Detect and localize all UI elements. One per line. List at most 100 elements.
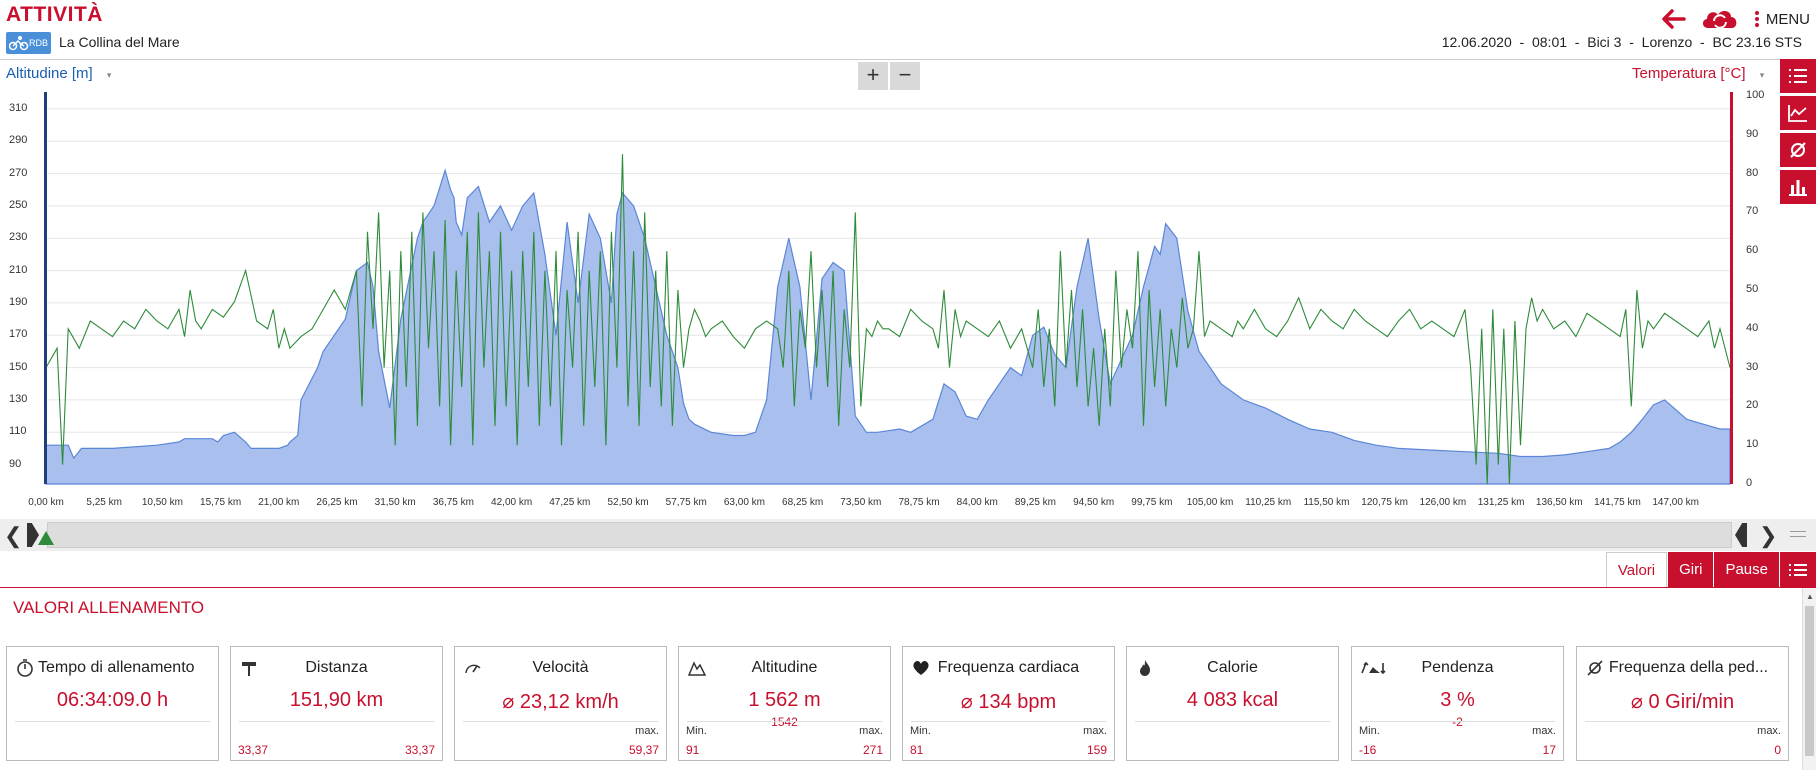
y-left-tick-label: 250: [9, 198, 28, 211]
header-actions: MENU: [1660, 6, 1816, 32]
card-title: Calorie: [1207, 659, 1258, 676]
list-view-button[interactable]: [1780, 59, 1816, 93]
line-chart-button[interactable]: [1780, 96, 1816, 130]
x-tick-label: 94,50 km: [1073, 497, 1115, 508]
card-value: 3 %: [1440, 689, 1475, 711]
card-value: ⌀ 0 Giri/min: [1630, 691, 1735, 713]
card-value: 4 083 kcal: [1186, 689, 1279, 711]
x-tick-label: 15,75 km: [200, 497, 242, 508]
scrollbar-thumb[interactable]: [1805, 606, 1814, 756]
card-title: Velocità: [532, 659, 589, 676]
card-divider: [1135, 721, 1330, 722]
menu-button[interactable]: MENU: [1754, 10, 1816, 28]
chevron-left-icon[interactable]: ❮: [4, 523, 23, 548]
left-axis-bar: [44, 92, 47, 484]
x-tick-label: 105,00 km: [1186, 497, 1234, 508]
tab-giri[interactable]: Giri: [1667, 552, 1714, 588]
x-tick-label: 52,50 km: [607, 497, 649, 508]
logo-text: RDB: [28, 38, 48, 48]
scrubber-range[interactable]: [47, 522, 1732, 548]
right-axis-selector[interactable]: Temperatura [°C] ▾: [1632, 65, 1764, 82]
card-min-value: 91: [686, 743, 700, 757]
card-max-label: max.: [1532, 725, 1556, 737]
card-value: 151,90 km: [289, 689, 384, 711]
card-title: Frequenza della ped...: [1608, 659, 1769, 676]
stat-card[interactable]: Altitudine 1 562 m 1542 Min. max. 91 271: [678, 646, 891, 761]
zoom-out-button[interactable]: −: [890, 62, 920, 90]
card-value: ⌀ 134 bpm: [960, 691, 1057, 713]
stat-card[interactable]: Frequenza cardiaca ⌀ 134 bpm Min. max. 81 159: [902, 646, 1115, 761]
chevron-right-icon[interactable]: ❯: [1759, 523, 1778, 548]
bar-chart-button[interactable]: [1780, 170, 1816, 204]
zoom-in-button[interactable]: +: [858, 62, 888, 90]
stat-card[interactable]: Tempo di allenamento 06:34:09.0 h: [6, 646, 219, 761]
bar-chart-icon: [1789, 180, 1807, 196]
x-tick-label: 110,25 km: [1245, 497, 1292, 508]
altitude-temperature-chart[interactable]: [0, 90, 1780, 515]
x-tick-label: 57,75 km: [665, 497, 707, 508]
list-icon: [1789, 69, 1807, 83]
line-chart-icon: [1788, 105, 1807, 122]
back-arrow-icon[interactable]: [1660, 8, 1686, 30]
card-divider: [911, 721, 1106, 722]
x-tick-label: 36,75 km: [432, 497, 474, 508]
page-title: ATTIVITÀ: [6, 3, 103, 26]
card-divider: [687, 721, 882, 722]
heart-icon: [912, 659, 932, 679]
card-value: 06:34:09.0 h: [56, 689, 169, 711]
x-tick-label: 31,50 km: [374, 497, 416, 508]
x-tick-label: 89,25 km: [1014, 497, 1057, 508]
route-name: La Collina del Mare: [59, 34, 180, 50]
x-tick-label: 147,00 km: [1652, 497, 1700, 508]
flame-icon: [1136, 659, 1156, 679]
tab-pause[interactable]: Pause: [1713, 552, 1779, 588]
y-right-tick-label: 70: [1746, 205, 1759, 218]
card-divider: [239, 721, 434, 722]
x-tick-label: 47,25 km: [549, 497, 591, 508]
y-right-tick-label: 20: [1746, 399, 1759, 412]
x-tick-label: 141,75 km: [1594, 497, 1641, 508]
y-left-tick-label: 110: [9, 425, 27, 438]
stat-card[interactable]: Pendenza 3 % -2 Min. max. -16 17: [1351, 646, 1564, 761]
card-value: 1 562 m: [748, 689, 821, 711]
stopwatch-icon: [16, 659, 36, 679]
right-axis-label: Temperatura [°C]: [1632, 65, 1746, 82]
kebab-menu-icon: [1754, 11, 1759, 27]
position-marker[interactable]: [38, 531, 54, 545]
tab-list-button[interactable]: [1779, 552, 1816, 588]
range-scrubber[interactable]: ❮ ❯: [0, 519, 1816, 553]
card-max-value: 17: [1542, 743, 1556, 757]
mountain-icon: [687, 659, 708, 679]
y-right-tick-label: 10: [1746, 438, 1759, 451]
x-tick-label: 0,00 km: [28, 497, 64, 508]
y-right-tick-label: 90: [1746, 127, 1759, 140]
stat-card[interactable]: Frequenza della ped... ⌀ 0 Giri/min max. 0: [1576, 646, 1789, 761]
x-tick-label: 63,00 km: [723, 497, 765, 508]
card-title: Distanza: [305, 659, 368, 676]
stat-card[interactable]: Velocità ⌀ 23,12 km/h max. 59,37: [454, 646, 667, 761]
section-title: VALORI ALLENAMENTO: [13, 598, 205, 617]
average-button[interactable]: [1780, 133, 1816, 167]
drag-handle-icon[interactable]: [1790, 531, 1806, 537]
stat-card[interactable]: Distanza 151,90 km 33,37 33,37: [230, 646, 443, 761]
vertical-scrollbar[interactable]: ▲: [1802, 588, 1816, 770]
cloud-sync-icon[interactable]: [1700, 6, 1740, 32]
tab-valori[interactable]: Valori: [1605, 552, 1668, 588]
left-axis-selector[interactable]: Altitudine [m] ▾: [6, 65, 111, 82]
card-subvalue: 1542: [771, 715, 798, 729]
card-divider: [15, 721, 210, 722]
card-divider: [1360, 721, 1555, 722]
y-left-tick-label: 130: [9, 392, 28, 405]
card-max-value: 159: [1086, 743, 1107, 757]
y-left-tick-label: 170: [9, 328, 28, 341]
card-max-label: max.: [1083, 725, 1107, 737]
card-max-label: max.: [1757, 725, 1781, 737]
card-min-label: Min.: [1359, 725, 1380, 737]
card-max-value: 271: [862, 743, 883, 757]
card-title: Frequenza cardiaca: [937, 659, 1080, 676]
y-right-tick-label: 100: [1746, 89, 1765, 101]
y-right-tick-label: 40: [1746, 321, 1759, 334]
stat-card[interactable]: Calorie 4 083 kcal: [1126, 646, 1339, 761]
x-tick-label: 99,75 km: [1131, 497, 1173, 508]
y-right-tick-label: 60: [1746, 244, 1759, 257]
